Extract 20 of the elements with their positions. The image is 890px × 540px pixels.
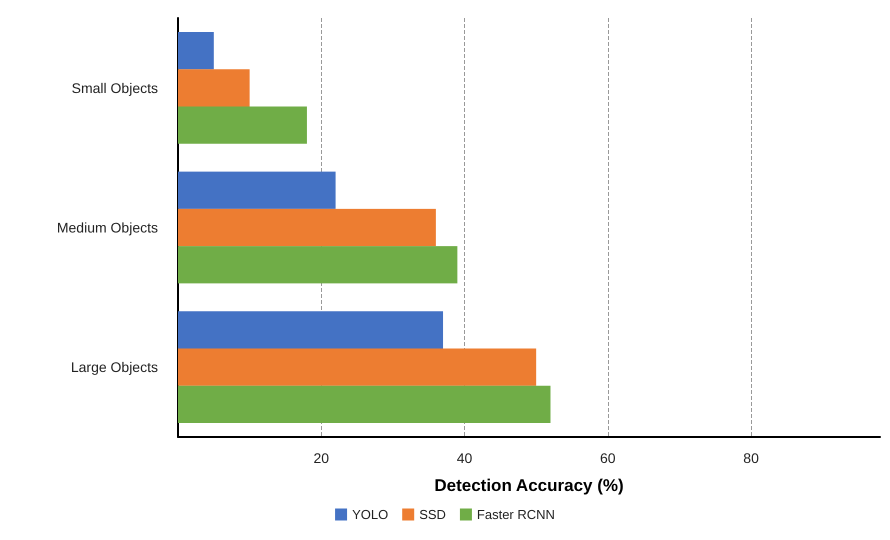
bar (178, 311, 444, 349)
x-axis-title: Detection Accuracy (%) (434, 476, 624, 495)
legend-label: Faster RCNN (476, 507, 555, 522)
y-tick-label: Small Objects (72, 80, 158, 96)
legend-label: SSD (419, 507, 446, 522)
x-tick-label: 40 (456, 450, 473, 466)
bar (178, 172, 336, 209)
legend-label: YOLO (352, 507, 388, 522)
y-tick-label: Large Objects (70, 359, 158, 376)
x-tick-label: 20 (313, 450, 330, 466)
bar (178, 32, 214, 70)
x-tick-label: 60 (600, 450, 616, 466)
bar (178, 106, 307, 144)
bar (178, 208, 436, 246)
y-tick-label: Medium Objects (56, 220, 158, 236)
x-tick-label: 80 (743, 450, 760, 466)
bar (178, 246, 458, 284)
bar (178, 348, 536, 386)
bar (178, 386, 550, 424)
bar (178, 69, 250, 106)
